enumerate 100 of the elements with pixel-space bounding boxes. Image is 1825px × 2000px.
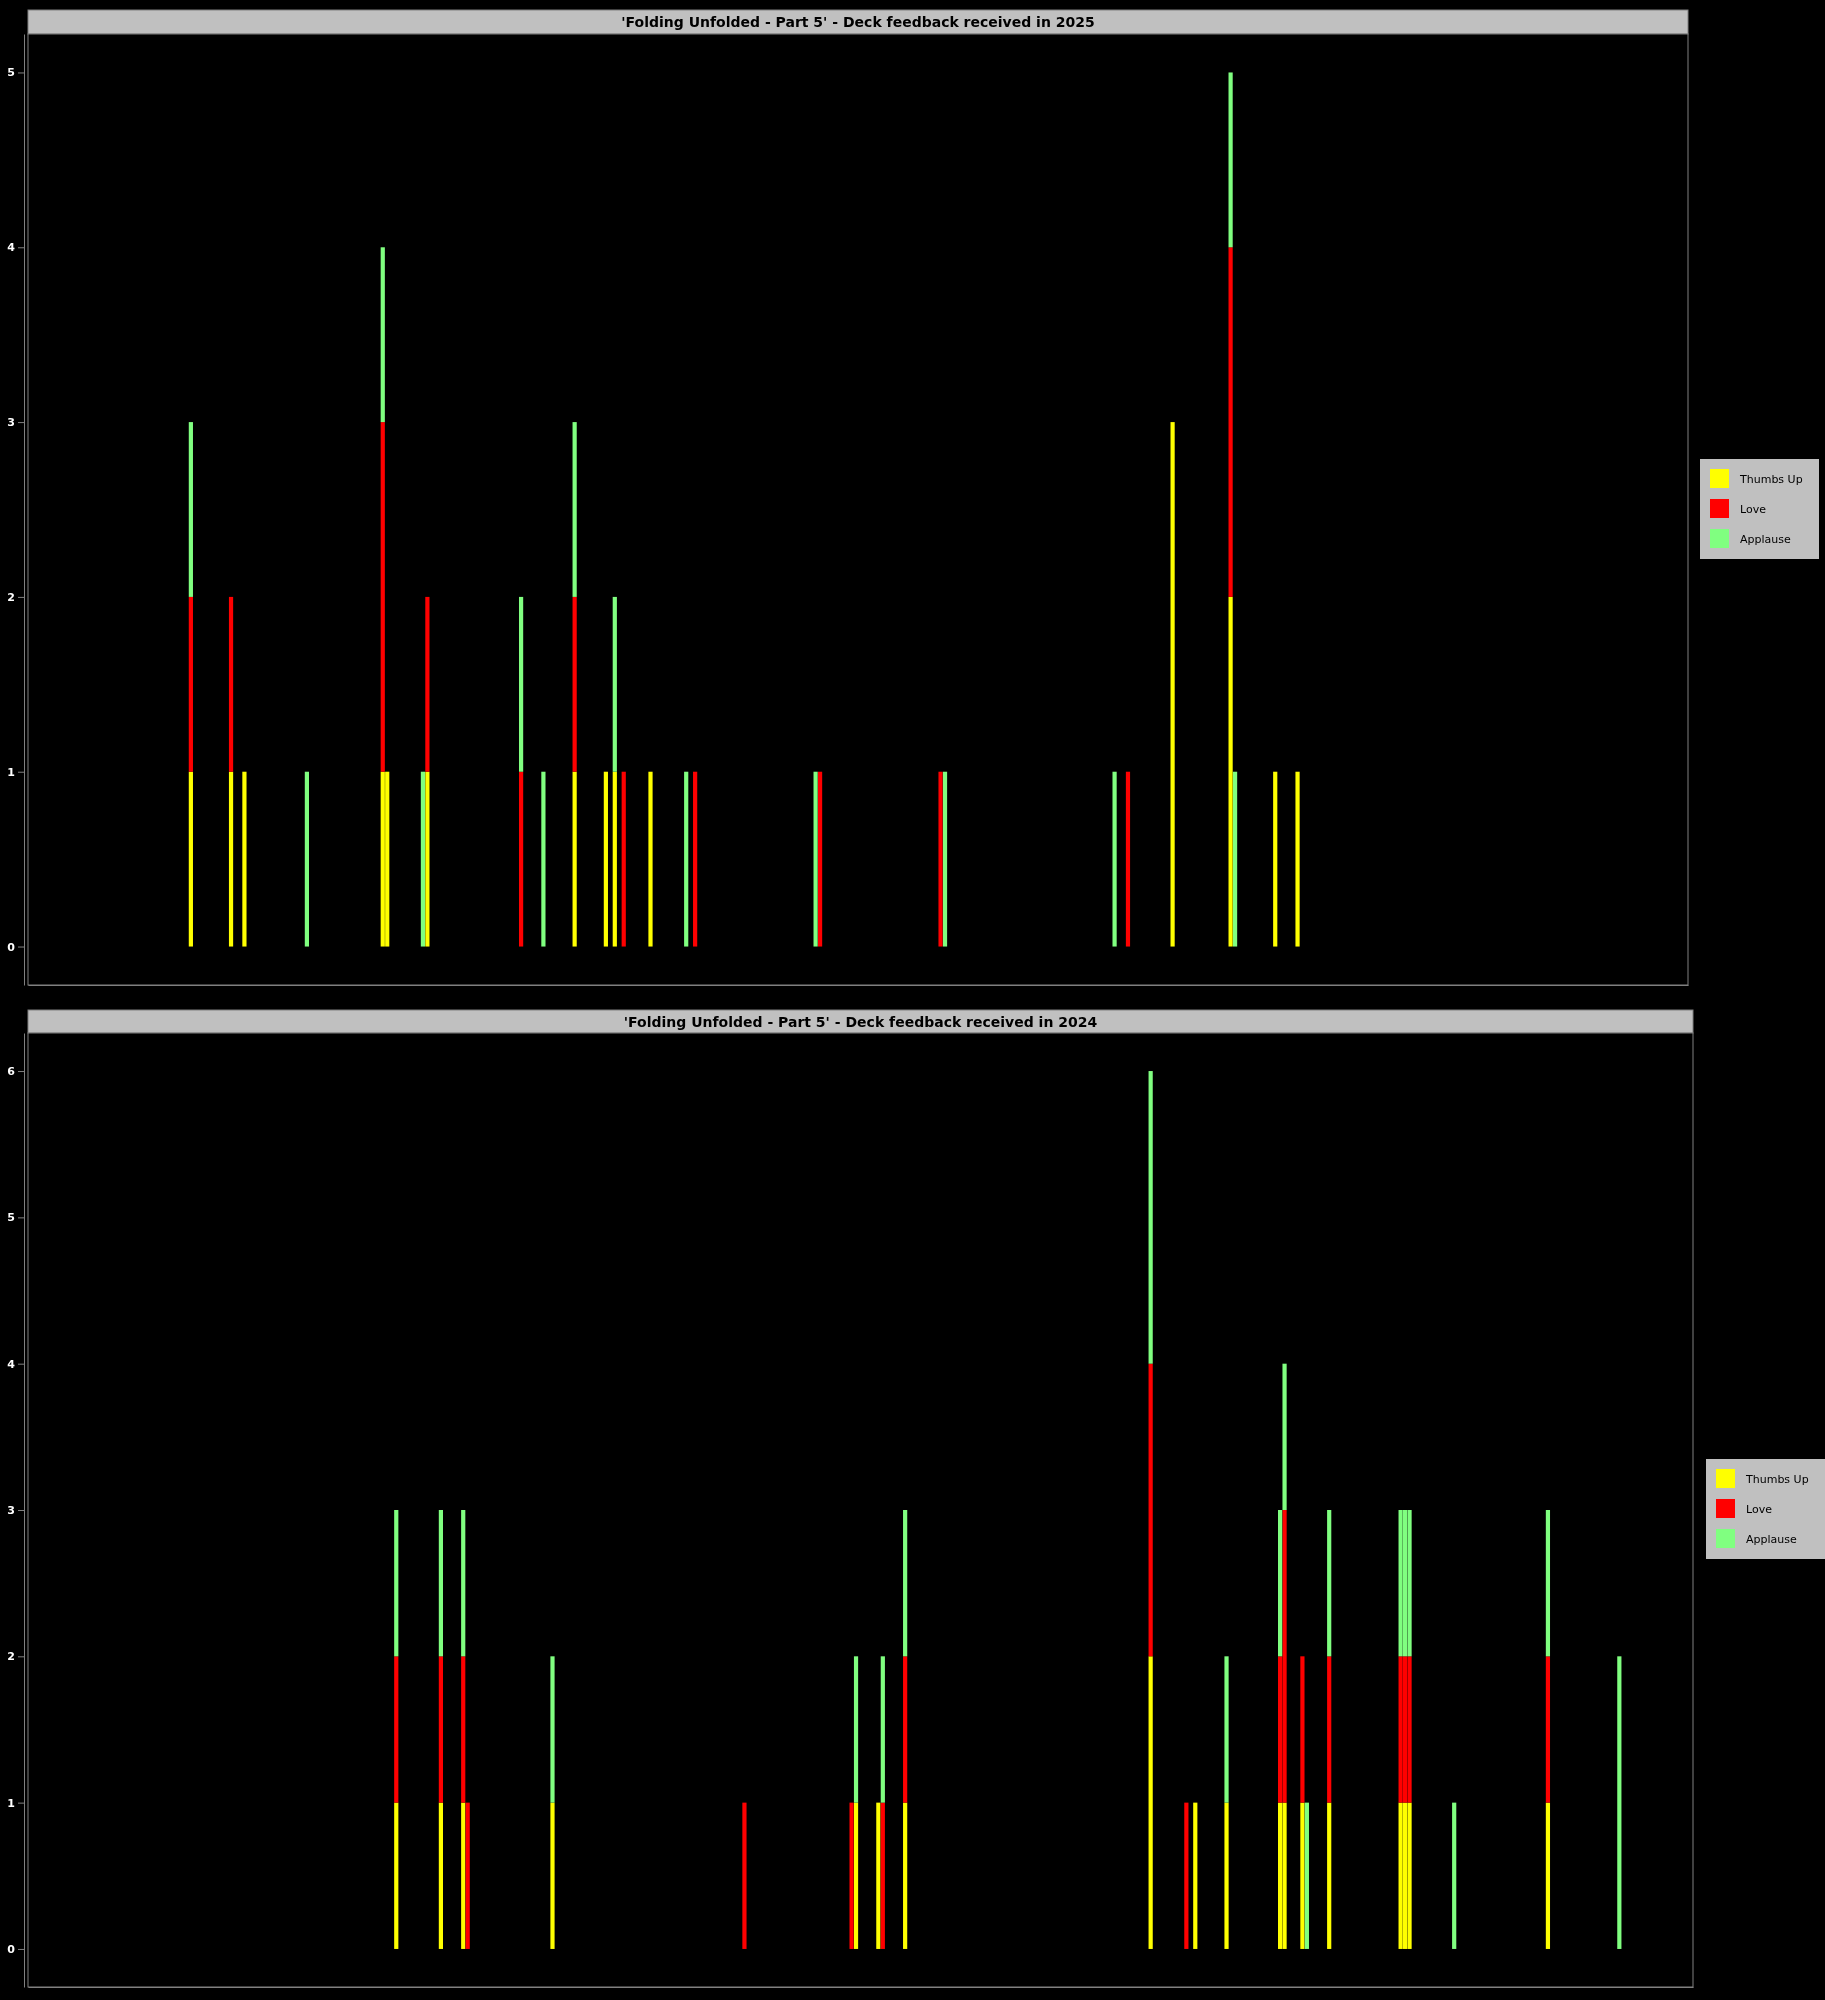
bar: [1193, 1802, 1198, 1949]
bar: [550, 1656, 555, 1803]
legend-label: Applause: [1740, 533, 1791, 546]
bar: [1402, 1656, 1408, 1803]
bar: [684, 771, 689, 947]
bar: [942, 771, 948, 947]
bar: [518, 596, 524, 772]
bar: [603, 771, 608, 947]
bar: [1452, 1802, 1457, 1949]
bar: [648, 771, 653, 947]
legend-label: Love: [1746, 1503, 1773, 1516]
y-tick-label: 4: [7, 1357, 16, 1371]
bar: [817, 771, 823, 947]
bar: [1278, 1802, 1283, 1949]
bar: [1228, 72, 1233, 248]
bar: [1300, 1656, 1305, 1803]
bar: [1304, 1802, 1309, 1949]
bar: [438, 1802, 443, 1949]
bar: [849, 1802, 854, 1949]
chart-title: 'Folding Unfolded - Part 5' - Deck feedback received in 2024: [623, 1013, 1098, 1030]
y-tick-label: 2: [7, 1650, 15, 1664]
bar: [461, 1802, 466, 1949]
y-tick-label: 0: [7, 1942, 16, 1956]
bar: [1398, 1656, 1403, 1803]
bar: [380, 247, 385, 423]
bar: [1228, 596, 1233, 947]
bar: [550, 1802, 555, 1949]
legend-label: Thumbs Up: [1745, 1473, 1809, 1486]
bar: [228, 596, 234, 772]
bar: [572, 771, 577, 947]
bar: [1112, 771, 1117, 947]
bar: [1125, 771, 1131, 947]
bar: [1327, 1510, 1332, 1657]
bar: [394, 1510, 399, 1657]
bar: [425, 596, 430, 772]
y-tick-label: 3: [7, 1504, 15, 1518]
bar: [438, 1656, 443, 1803]
bar: [938, 771, 943, 947]
bar: [1617, 1656, 1622, 1949]
bar: [461, 1510, 466, 1657]
bar: [425, 771, 430, 947]
y-tick-label: 1: [7, 1796, 15, 1810]
bar: [1224, 1656, 1229, 1803]
bar: [1148, 1363, 1153, 1657]
bar: [813, 771, 818, 947]
bar: [1545, 1656, 1551, 1803]
legend-label: Thumbs Up: [1739, 473, 1803, 486]
bar: [903, 1510, 908, 1657]
bar: [876, 1802, 881, 1949]
bar: [420, 771, 426, 947]
bar: [1278, 1510, 1283, 1657]
bar: [1402, 1802, 1408, 1949]
bar: [612, 771, 617, 947]
bar: [1282, 1510, 1287, 1803]
bar: [1407, 1802, 1412, 1949]
bar: [1407, 1656, 1412, 1803]
bar: [612, 596, 617, 772]
bar: [1148, 1071, 1153, 1364]
bar: [1407, 1510, 1412, 1657]
y-tick-label: 5: [7, 1211, 15, 1225]
bar: [1170, 422, 1175, 947]
bar: [742, 1802, 747, 1949]
y-tick-label: 6: [7, 1065, 16, 1079]
bar: [880, 1656, 885, 1803]
bar: [1228, 247, 1233, 597]
bar: [572, 596, 577, 772]
bar: [903, 1656, 908, 1803]
y-tick-label: 0: [7, 940, 16, 954]
bar: [1398, 1510, 1403, 1657]
legend-label: Applause: [1746, 1533, 1797, 1546]
bar: [1398, 1802, 1403, 1949]
bar: [518, 771, 524, 947]
bar: [394, 1802, 399, 1949]
bar: [903, 1802, 908, 1949]
bar: [438, 1510, 443, 1657]
bar: [188, 771, 193, 947]
y-tick-label: 3: [7, 416, 15, 430]
bar: [1327, 1802, 1332, 1949]
bar: [880, 1802, 885, 1949]
y-tick-label: 2: [7, 590, 15, 604]
y-tick-label: 4: [7, 241, 16, 255]
legend-label: Love: [1740, 503, 1767, 516]
bar: [693, 771, 698, 947]
bar: [1232, 771, 1238, 947]
bar: [188, 422, 193, 597]
bar: [853, 1802, 859, 1949]
bar: [385, 771, 390, 947]
bar: [188, 596, 193, 772]
bar: [1300, 1802, 1305, 1949]
chart-title: 'Folding Unfolded - Part 5' - Deck feedback received in 2025: [621, 14, 1095, 30]
bar: [380, 422, 385, 772]
bar: [380, 771, 385, 947]
bar: [1545, 1510, 1551, 1657]
bar: [1184, 1802, 1189, 1949]
bar: [541, 771, 546, 947]
bar: [1402, 1510, 1408, 1657]
bar: [1282, 1363, 1287, 1510]
bar: [228, 771, 234, 947]
bar: [465, 1802, 470, 1949]
bar: [461, 1656, 466, 1803]
